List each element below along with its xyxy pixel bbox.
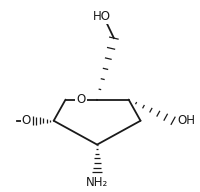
Text: O: O	[22, 114, 31, 127]
Text: O: O	[76, 93, 86, 106]
Text: HO: HO	[93, 10, 110, 23]
Text: NH₂: NH₂	[86, 176, 108, 189]
Text: OH: OH	[176, 114, 194, 127]
